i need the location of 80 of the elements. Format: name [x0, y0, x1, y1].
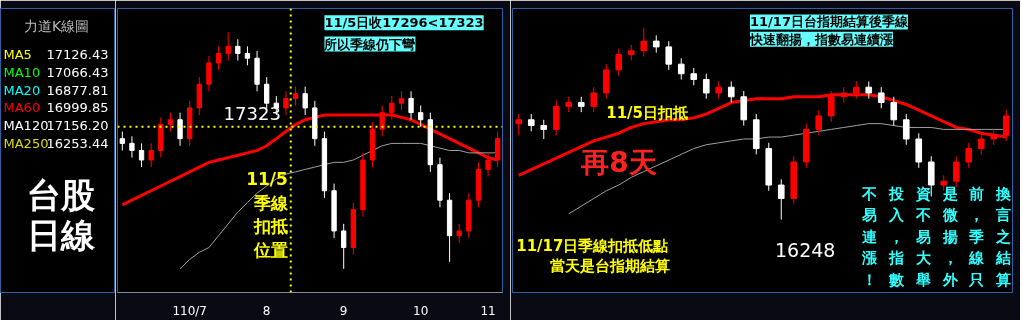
text: MA5	[3, 47, 32, 63]
candlestick	[552, 100, 560, 136]
candlestick	[215, 45, 222, 71]
annotation: 快速翻揚，指數易連續漲	[749, 31, 894, 47]
candlestick	[138, 142, 145, 168]
text: MA250	[3, 135, 49, 151]
candlestick	[225, 31, 231, 62]
candlestick	[408, 90, 414, 121]
candlestick	[777, 178, 785, 221]
text: 台股	[26, 174, 95, 215]
candlestick	[727, 80, 735, 104]
x-tick-label: 110/7	[172, 303, 207, 318]
text: MA60	[3, 100, 41, 116]
text: MA20	[3, 82, 41, 98]
candlestick	[540, 119, 548, 140]
candlestick	[602, 63, 610, 100]
candlestick	[292, 86, 299, 107]
annotation: 11/5日扣抵	[606, 104, 689, 123]
candlestick	[677, 57, 685, 80]
text: 11/5日收17296<17323	[324, 15, 484, 31]
candlestick	[341, 223, 347, 270]
candlestick	[815, 109, 823, 136]
annotation: 前，季線只	[968, 184, 986, 290]
text: MA120	[3, 118, 49, 134]
annotation: 11/17日台指期結算後季線	[750, 14, 909, 30]
x-tick-label: 10	[413, 303, 429, 318]
annotation: 是微揚，外	[941, 184, 959, 290]
candlestick	[665, 40, 673, 71]
candlestick	[740, 90, 748, 127]
candlestick	[615, 48, 623, 77]
annotation: 季線	[252, 192, 289, 213]
text: 17126.43	[46, 47, 109, 63]
candlestick	[640, 27, 648, 57]
candlestick	[515, 113, 523, 136]
text: 16877.81	[46, 82, 109, 98]
candlestick	[148, 142, 154, 168]
candlestick	[702, 73, 710, 100]
text: 17066.43	[46, 64, 109, 80]
candlestick	[244, 45, 251, 66]
text: 日線	[26, 214, 96, 255]
candlestick	[235, 38, 241, 62]
candlestick	[890, 96, 898, 127]
x-tick-label: 9	[339, 303, 348, 318]
x-tick-label: 8	[262, 303, 271, 318]
text: 11/17日季線扣抵低點	[516, 237, 669, 256]
candlestick	[196, 76, 202, 116]
annotation: 換言之結算	[995, 184, 1013, 290]
candlestick	[915, 132, 923, 169]
text: MA10	[3, 64, 41, 80]
candlestick	[456, 223, 462, 244]
text: 當天是台指期結算	[550, 256, 670, 275]
annotation: 17323	[223, 103, 281, 125]
annotation: 投入，指數	[887, 184, 905, 290]
candlestick	[302, 86, 308, 116]
candlestick	[952, 155, 960, 188]
candlestick	[177, 112, 183, 147]
text: 16999.85	[46, 100, 109, 116]
candlestick	[283, 90, 289, 116]
annotation: 扣抵	[252, 216, 288, 237]
candlestick	[206, 55, 212, 92]
annotation: 11/5	[246, 168, 288, 189]
candlestick	[877, 86, 885, 109]
annotation: 位置	[252, 239, 288, 260]
candlestick	[485, 152, 491, 178]
candlestick	[977, 132, 985, 155]
candlestick	[119, 131, 125, 151]
candlestick	[167, 112, 174, 133]
annotation: 再8天	[580, 145, 657, 179]
text: 力道K線圖	[23, 18, 90, 35]
candlestick	[129, 135, 135, 159]
annotation: 資不易大舉	[914, 184, 932, 290]
candlestick	[902, 113, 910, 146]
annotation: 不易連漲！	[860, 184, 878, 290]
x-tick-label: 11	[480, 303, 496, 318]
candlestick	[418, 105, 424, 128]
annotation: 所以季線仍下彎	[323, 36, 417, 52]
candlestick	[398, 90, 405, 111]
candlestick	[965, 142, 973, 169]
candlestick	[590, 86, 598, 113]
text: 16248	[775, 239, 836, 262]
